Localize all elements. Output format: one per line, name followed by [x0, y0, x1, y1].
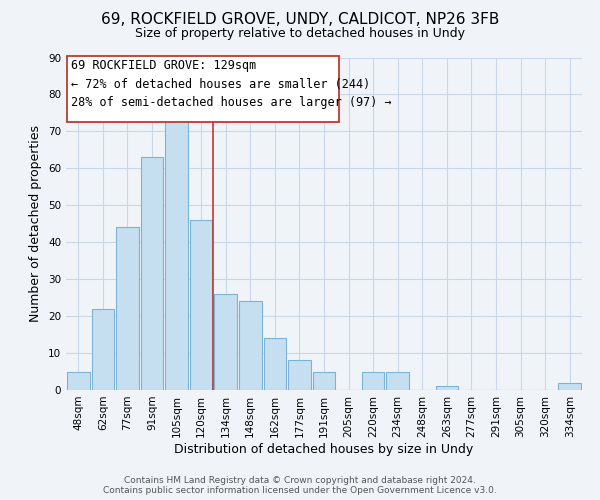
- Bar: [165, 116, 188, 390]
- Bar: [559, 382, 581, 390]
- FancyBboxPatch shape: [67, 56, 339, 122]
- Bar: [386, 372, 409, 390]
- Text: 69, ROCKFIELD GROVE, UNDY, CALDICOT, NP26 3FB: 69, ROCKFIELD GROVE, UNDY, CALDICOT, NP2…: [101, 12, 499, 28]
- Bar: [190, 220, 212, 390]
- Text: Contains HM Land Registry data © Crown copyright and database right 2024.
Contai: Contains HM Land Registry data © Crown c…: [103, 476, 497, 495]
- Y-axis label: Number of detached properties: Number of detached properties: [29, 125, 43, 322]
- Bar: [92, 308, 114, 390]
- Bar: [67, 372, 89, 390]
- Bar: [116, 228, 139, 390]
- Bar: [436, 386, 458, 390]
- X-axis label: Distribution of detached houses by size in Undy: Distribution of detached houses by size …: [175, 442, 473, 456]
- Text: Size of property relative to detached houses in Undy: Size of property relative to detached ho…: [135, 28, 465, 40]
- Text: 28% of semi-detached houses are larger (97) →: 28% of semi-detached houses are larger (…: [71, 96, 392, 110]
- Bar: [214, 294, 237, 390]
- Bar: [288, 360, 311, 390]
- Bar: [140, 157, 163, 390]
- Bar: [362, 372, 385, 390]
- Bar: [263, 338, 286, 390]
- Bar: [313, 372, 335, 390]
- Text: ← 72% of detached houses are smaller (244): ← 72% of detached houses are smaller (24…: [71, 78, 370, 91]
- Text: 69 ROCKFIELD GROVE: 129sqm: 69 ROCKFIELD GROVE: 129sqm: [71, 60, 256, 72]
- Bar: [239, 302, 262, 390]
